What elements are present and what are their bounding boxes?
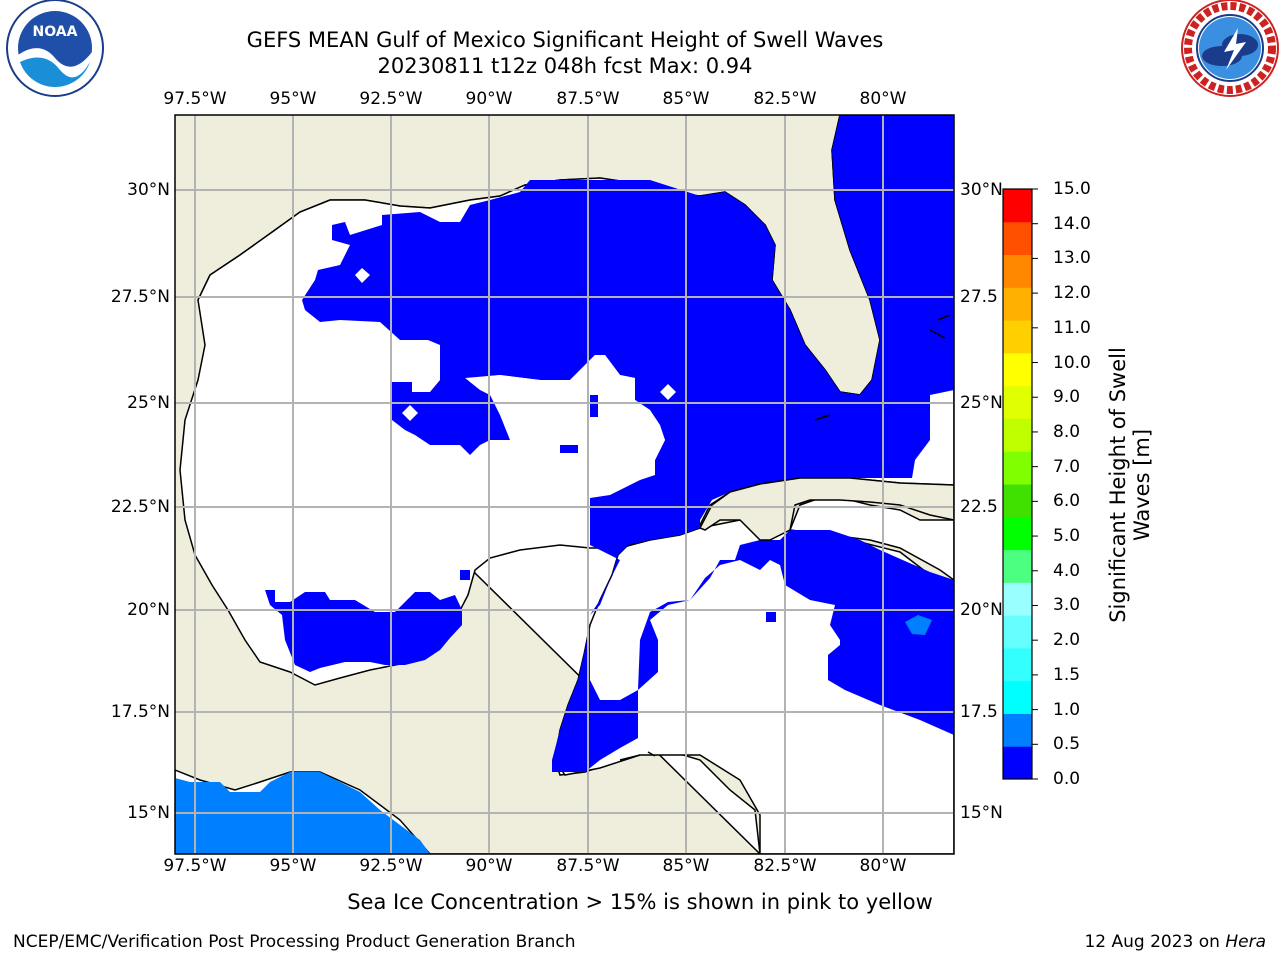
colorbar-band	[1003, 647, 1032, 682]
lat-label-right: 17.5	[960, 702, 998, 722]
lon-label-bottom: 95°W	[269, 856, 317, 876]
colorbar-tick-label: 15.0	[1053, 179, 1091, 199]
lat-label-left: 15°N	[127, 803, 170, 823]
map-frame	[174, 114, 955, 855]
colorbar-tick-label: 10.0	[1053, 352, 1091, 373]
lat-label-right: 20°N	[960, 600, 1003, 620]
colorbar-band	[1003, 385, 1032, 419]
colorbar-band	[1003, 287, 1032, 321]
lon-label-top: 97.5°W	[163, 89, 227, 109]
colorbar-band	[1003, 254, 1032, 288]
host-name: Hera	[1225, 932, 1266, 952]
lon-label-bottom: 80°W	[859, 856, 907, 876]
colorbar-tick-label: 4.0	[1053, 560, 1081, 581]
colorbar-tick-label: 0.0	[1053, 769, 1081, 789]
colorbar-label-line2: Waves [m]	[1130, 428, 1154, 542]
lon-label-top: 82.5°W	[753, 89, 817, 109]
lon-label-top: 87.5°W	[556, 89, 620, 109]
colorbar-tick-label: 1.5	[1053, 664, 1081, 685]
lon-label-bottom: 82.5°W	[753, 856, 817, 876]
swell-region-north	[302, 115, 954, 772]
date-text: 12 Aug 2023 on	[1084, 932, 1226, 952]
colorbar-band	[1003, 582, 1032, 616]
noaa-logo: NOAA	[6, 0, 104, 97]
lat-label-right: 27.5	[960, 287, 998, 307]
colorbar-tick-label: 12.0	[1053, 283, 1091, 304]
chart-subtitle: 20230811 t12z 048h fcst Max: 0.94	[377, 54, 753, 78]
svg-text:NOAA: NOAA	[33, 24, 78, 40]
colorbar-band	[1003, 320, 1032, 354]
date-run: 12 Aug 2023 on Hera	[1084, 932, 1266, 952]
colorbar-tick-label: 14.0	[1053, 213, 1091, 234]
lon-label-bottom: 92.5°W	[359, 856, 423, 876]
lon-label-bottom: 87.5°W	[556, 856, 620, 876]
lon-label-top: 95°W	[269, 89, 317, 109]
colorbar-band	[1003, 549, 1032, 583]
swell-region-central	[392, 355, 510, 455]
colorbar-label-line1: Significant Height of Swell	[1106, 347, 1130, 623]
colorbar-band	[1003, 484, 1032, 518]
lat-label-right: 25°N	[960, 393, 1003, 413]
colorbar-tick-label: 7.0	[1053, 456, 1081, 477]
lat-label-right: 30°N	[960, 180, 1003, 200]
colorbar-band	[1003, 680, 1032, 714]
sea-ice-note: Sea Ice Concentration > 15% is shown in …	[347, 890, 933, 914]
colorbar-band	[1003, 418, 1032, 452]
colorbar-band	[1003, 746, 1032, 780]
chart-title: GEFS MEAN Gulf of Mexico Significant Hei…	[246, 28, 884, 52]
colorbar-band	[1003, 189, 1032, 223]
graticule	[175, 115, 954, 854]
colorbar-band	[1003, 615, 1032, 649]
lat-label-right: 22.5	[960, 497, 998, 517]
credit-text: NCEP/EMC/Verification Post Processing Pr…	[13, 932, 576, 952]
lat-label-left: 25°N	[127, 393, 170, 413]
colorbar	[1003, 188, 1038, 780]
lat-label-left: 30°N	[127, 180, 170, 200]
colorbar-tick-label: 9.0	[1053, 387, 1081, 408]
lon-label-top: 90°W	[465, 89, 513, 109]
colorbar-tick-label: 11.0	[1053, 317, 1091, 338]
lat-label-left: 27.5°N	[110, 287, 170, 307]
lat-label-right: 15°N	[960, 803, 1003, 823]
colorbar-tick-label: 2.0	[1053, 630, 1081, 651]
colorbar-tick-label: 0.5	[1053, 734, 1081, 755]
lon-label-bottom: 97.5°W	[163, 856, 227, 876]
lon-label-top: 92.5°W	[359, 89, 423, 109]
lon-label-bottom: 90°W	[465, 856, 513, 876]
colorbar-tick-label: 13.0	[1053, 248, 1091, 269]
lon-label-top: 80°W	[859, 89, 907, 109]
colorbar-tick-label: 1.0	[1053, 699, 1081, 720]
nws-logo	[1181, 0, 1279, 97]
lon-label-top: 85°W	[662, 89, 710, 109]
colorbar-label: Significant Height of Swell Waves [m]	[1106, 347, 1154, 623]
colorbar-tick-label: 8.0	[1053, 421, 1081, 442]
colorbar-tick-label: 3.0	[1053, 595, 1081, 616]
colorbar-band	[1003, 516, 1032, 551]
lon-label-bottom: 85°W	[662, 856, 710, 876]
colorbar-band	[1003, 352, 1032, 387]
lat-label-left: 20°N	[127, 600, 170, 620]
colorbar-tick-label: 6.0	[1053, 491, 1081, 512]
colorbar-tick-label: 5.0	[1053, 526, 1081, 547]
lat-label-left: 22.5°N	[110, 497, 170, 517]
colorbar-band	[1003, 713, 1032, 747]
colorbar-band	[1003, 451, 1032, 485]
swell-region-caribbean	[905, 615, 932, 635]
colorbar-band	[1003, 221, 1032, 256]
lat-label-left: 17.5°N	[110, 702, 170, 722]
